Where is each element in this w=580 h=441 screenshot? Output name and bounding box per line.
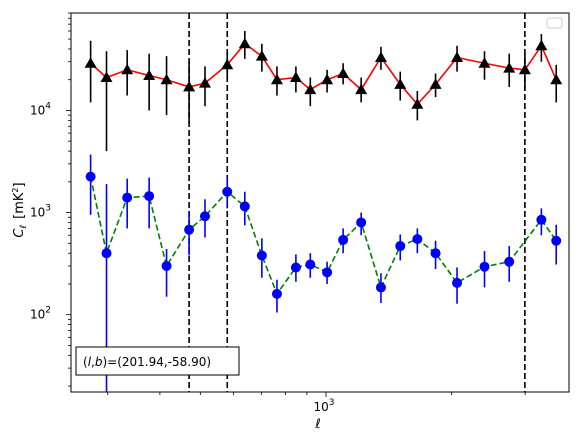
series-2-marker-5 (161, 260, 172, 271)
y-tick-label-base: 10 (30, 308, 45, 322)
series-1-marker-22 (478, 57, 491, 68)
x-tick-label-base: 10 (313, 400, 328, 414)
y-tick-label-base: 10 (30, 103, 45, 117)
series-1-marker-26 (550, 73, 563, 85)
series-1-marker-10 (255, 50, 268, 61)
series-2-marker-12 (290, 262, 301, 273)
plot-content (84, 13, 563, 392)
y-axis-label-unit-post: ] (12, 182, 27, 187)
series-1-marker-20 (429, 78, 442, 89)
y-axis-label: Cℓ [mK2] (11, 182, 29, 237)
series-2-marker-4 (144, 191, 155, 202)
annotation-box (75, 346, 240, 376)
y-tick-label-exp: 3 (45, 204, 51, 214)
y-axis-label-symbol: C (12, 228, 27, 238)
y-axis-label-subscript: ℓ (19, 225, 29, 230)
series-1-marker-11 (270, 73, 283, 85)
series-2-marker-18 (395, 241, 406, 252)
y-tick-label-3: 104 (30, 101, 51, 117)
series-2-marker-19 (412, 234, 423, 245)
series-2-marker-16 (356, 217, 367, 228)
y-tick-label-exp: 2 (45, 306, 51, 316)
series-1-marker-25 (535, 39, 548, 51)
series-1-marker-5 (160, 73, 173, 85)
legend-box (546, 17, 563, 29)
y-tick-label-base: 10 (30, 206, 45, 220)
annotation-comma: , (91, 355, 95, 369)
series-2-marker-20 (430, 248, 441, 259)
annotation-open-paren: ( (83, 355, 88, 369)
series-2-marker-23 (504, 256, 515, 267)
series-2-marker-3 (122, 192, 133, 203)
series-1-marker-9 (238, 37, 251, 49)
series-2-marker-11 (271, 288, 282, 299)
series-1-marker-16 (355, 83, 368, 95)
series-1-marker-2 (100, 71, 113, 83)
series-1-marker-19 (411, 98, 424, 109)
annotation-b-symbol: b (95, 355, 103, 369)
series-2-marker-15 (338, 234, 349, 245)
series-1-marker-4 (143, 69, 156, 80)
series-1-marker-21 (451, 51, 464, 62)
series-2-marker-6 (184, 224, 195, 235)
y-axis-label-unit-sup: 2 (11, 187, 20, 192)
series-1-marker-18 (394, 78, 407, 89)
coordinates-annotation: (l,b)=(201.94,-58.90) (75, 346, 240, 376)
series-2-marker-22 (479, 261, 490, 272)
x-axis: 103 (107, 392, 526, 414)
series-1-marker-23 (503, 62, 516, 73)
annotation-l-symbol: l (88, 355, 92, 369)
series-2-marker-1 (85, 171, 96, 182)
series-2-marker-21 (452, 277, 463, 288)
y-axis-label-unit-pre: [mK (12, 192, 27, 219)
series-2-marker-7 (199, 211, 210, 222)
series-2-marker-10 (256, 250, 267, 261)
y-tick-label-1: 102 (30, 306, 51, 322)
series-2-marker-17 (375, 282, 386, 293)
series-1-marker-3 (121, 63, 134, 75)
series-2-marker-13 (305, 259, 316, 270)
series-1-marker-6 (183, 80, 196, 92)
series-2-marker-8 (222, 186, 233, 197)
x-tick-label-exp: 3 (329, 398, 335, 408)
x-axis-label: ℓ (314, 417, 320, 432)
series-1-marker-7 (198, 77, 211, 88)
series-1-marker-14 (321, 73, 334, 85)
series-2-marker-14 (322, 267, 333, 278)
series-1-marker-13 (304, 83, 317, 95)
x-tick-label-1: 103 (313, 398, 334, 414)
series-2-marker-24 (536, 214, 547, 225)
series-1-marker-24 (518, 63, 531, 75)
series-2-marker-9 (239, 201, 250, 212)
series-1-marker-1 (84, 57, 97, 68)
series-1-marker-15 (337, 67, 350, 79)
y-tick-label-2: 103 (30, 204, 51, 220)
series-1-marker-8 (221, 58, 234, 70)
series-1-marker-12 (289, 71, 302, 83)
series-1-marker-17 (374, 51, 387, 62)
y-tick-label-exp: 4 (45, 101, 51, 111)
series-2-marker-25 (551, 235, 562, 246)
annotation-values: )=(201.94,-58.90) (102, 355, 211, 369)
axes-frame (70, 12, 570, 393)
annotation-text: (l,b)=(201.94,-58.90) (83, 355, 211, 369)
series-2-marker-2 (101, 248, 112, 259)
